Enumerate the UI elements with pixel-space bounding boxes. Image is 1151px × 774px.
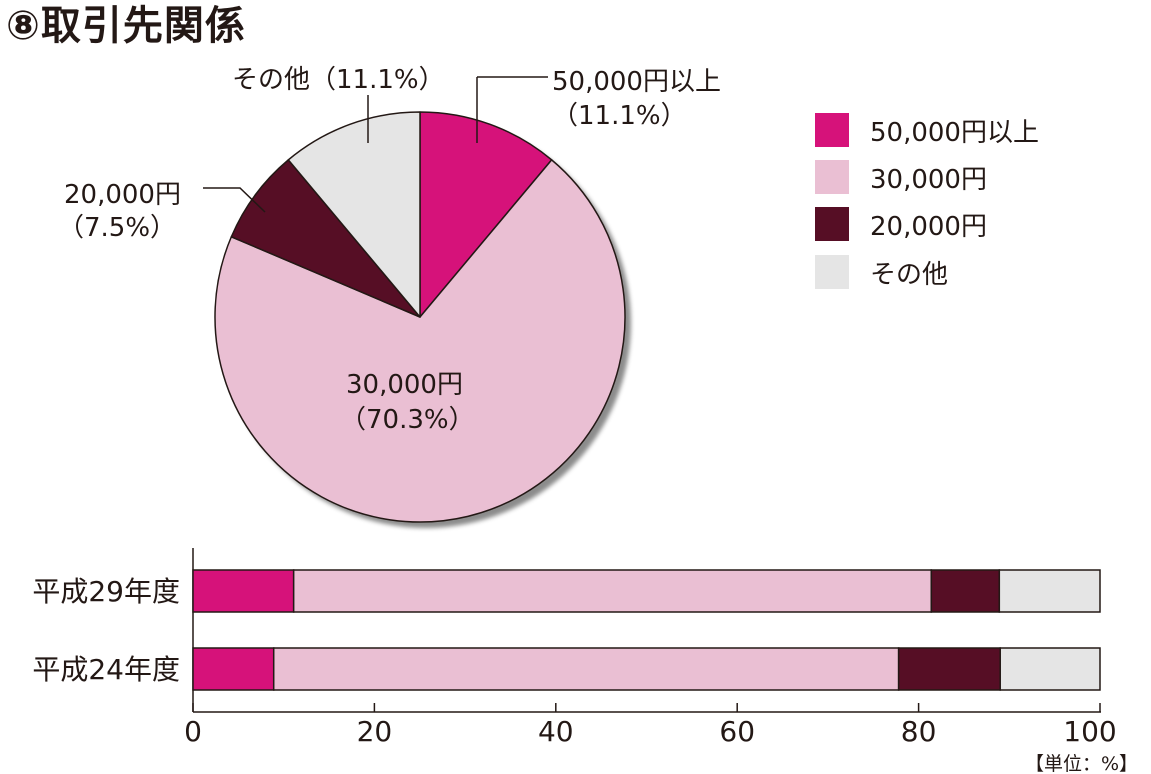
- pie-label-30000-name: 30,000円: [346, 370, 463, 400]
- bar-category-label: 平成29年度: [32, 575, 180, 608]
- bar-segment-other: [999, 647, 1101, 691]
- pie-labels: 50,000円以上 （11.1%） その他（11.1%） 20,000円 （7.…: [58, 65, 721, 435]
- unit-note: 【単位：%】: [1025, 753, 1138, 774]
- legend: 50,000円以上 30,000円 20,000円 その他: [815, 113, 1039, 290]
- bar-segment-50000: [192, 569, 295, 613]
- legend-swatch-30000: [815, 160, 849, 194]
- legend-label-other: その他: [870, 260, 948, 290]
- bar-segment-30000: [272, 647, 900, 691]
- legend-swatch-other: [815, 255, 849, 289]
- bar-segment-30000: [292, 569, 933, 613]
- legend-label-50000: 50,000円以上: [870, 118, 1039, 148]
- pie-label-20000-name: 20,000円: [64, 180, 181, 210]
- pie-label-20000-pct: （7.5%）: [58, 213, 176, 243]
- pie-chart: [214, 111, 626, 523]
- bar-segment-50000: [192, 647, 275, 691]
- pie-label-50000-pct: （11.1%）: [552, 101, 687, 131]
- bar-segment-other: [998, 569, 1101, 613]
- x-tick-label: 100: [1063, 715, 1116, 748]
- pie-label-30000-pct: （70.3%）: [340, 405, 475, 435]
- pie-slice-50000: [419, 111, 553, 318]
- page-title: ⑧取引先関係: [6, 3, 246, 49]
- legend-label-20000: 20,000円: [870, 212, 987, 242]
- x-tick-label: 40: [538, 715, 574, 748]
- callout-line-20000: [203, 187, 266, 213]
- pie-slice-20000: [230, 159, 421, 318]
- bar-category-label: 平成24年度: [32, 653, 180, 686]
- x-tick-label: 80: [901, 715, 937, 748]
- legend-label-30000: 30,000円: [870, 165, 987, 195]
- pie-label-other: その他（11.1%）: [232, 65, 445, 95]
- x-tick-label: 60: [719, 715, 755, 748]
- pie-label-50000-name: 50,000円以上: [552, 67, 721, 97]
- bar-segment-20000: [930, 569, 1001, 613]
- bar-segment-20000: [897, 647, 1001, 691]
- pie-slice-30000: [214, 159, 626, 523]
- pie-slice-other: [287, 111, 421, 318]
- x-tick-label: 20: [357, 715, 393, 748]
- legend-swatch-20000: [815, 207, 849, 241]
- x-tick-label: 0: [184, 715, 202, 748]
- legend-swatch-50000: [815, 113, 849, 147]
